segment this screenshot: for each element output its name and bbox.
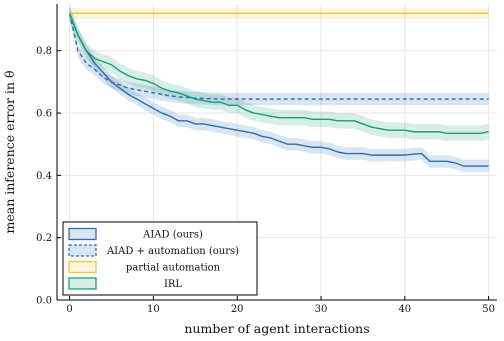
- x-tick-label: 30: [315, 304, 328, 315]
- legend-swatch: [68, 260, 97, 274]
- tick-labels: 0 10 20 30 40 50 0.0 0.2 0.4 0.6 0.8: [36, 46, 495, 315]
- legend-box: [62, 221, 258, 296]
- axes: [56, 4, 497, 301]
- legend-label: AIAD + automation (ours): [106, 246, 239, 257]
- legend-label: AIAD (ours): [142, 230, 203, 241]
- aiad-automation-ours-band: [69, 7, 489, 106]
- x-tick-label: 10: [147, 304, 160, 315]
- confidence-bands: [69, 5, 489, 173]
- x-tick-label: 20: [231, 304, 244, 315]
- series-lines: [68, 12, 489, 167]
- y-axis-label: mean inference error in θ: [2, 71, 17, 234]
- legend-swatch: [68, 277, 97, 290]
- x-tick-label: 0: [66, 304, 72, 315]
- y-tick-label: 0.0: [36, 296, 52, 307]
- x-axis-label: number of agent interactions: [184, 321, 369, 336]
- aiad-ours-band: [69, 7, 489, 173]
- legend-swatch: [68, 227, 97, 241]
- y-tick-label: 0.4: [36, 171, 52, 182]
- legend-label: IRL: [164, 279, 182, 290]
- legend-swatch: [68, 244, 97, 257]
- aiad-ours-line: [68, 13, 489, 167]
- aiad-automation-ours-line: [68, 13, 489, 100]
- y-tick-label: 0.8: [36, 46, 52, 57]
- x-tick-label: 50: [482, 304, 495, 315]
- y-tick-label: 0.6: [36, 109, 52, 120]
- y-tick-label: 0.2: [36, 233, 52, 244]
- x-tick-label: 40: [398, 304, 411, 315]
- irl-band: [69, 5, 489, 142]
- legend: AIAD (ours) AIAD + automation (ours) parti…: [62, 221, 258, 296]
- irl-line: [68, 13, 489, 135]
- legend-label: partial automation: [126, 263, 221, 274]
